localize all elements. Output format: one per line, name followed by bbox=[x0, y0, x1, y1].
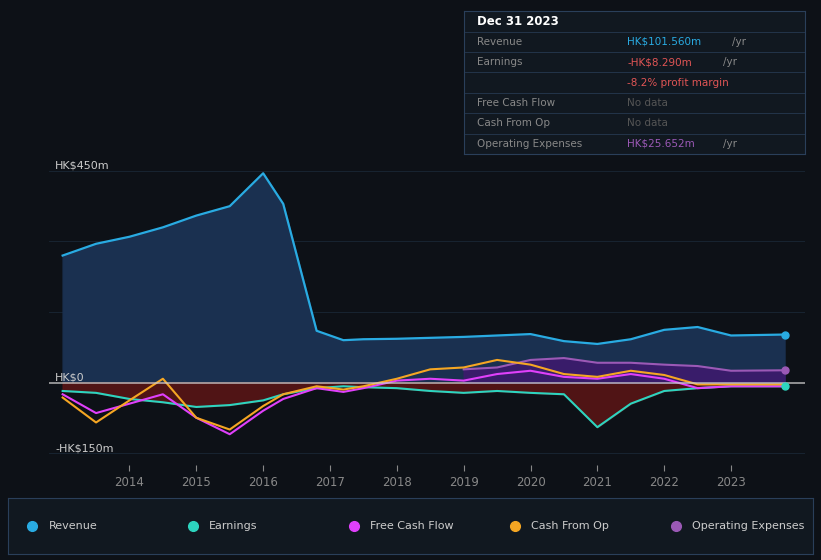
Text: Earnings: Earnings bbox=[478, 57, 523, 67]
Text: HK$25.652m: HK$25.652m bbox=[627, 139, 695, 149]
Text: Free Cash Flow: Free Cash Flow bbox=[370, 521, 454, 531]
Text: HK$450m: HK$450m bbox=[55, 161, 110, 171]
Text: Free Cash Flow: Free Cash Flow bbox=[478, 98, 556, 108]
Text: Revenue: Revenue bbox=[48, 521, 97, 531]
Text: HK$101.560m: HK$101.560m bbox=[627, 37, 701, 47]
Text: /yr: /yr bbox=[732, 37, 746, 47]
Text: Cash From Op: Cash From Op bbox=[531, 521, 609, 531]
Text: No data: No data bbox=[627, 118, 668, 128]
Text: -8.2% profit margin: -8.2% profit margin bbox=[627, 78, 729, 87]
Text: HK$0: HK$0 bbox=[55, 372, 85, 382]
Text: /yr: /yr bbox=[722, 139, 736, 149]
Text: Earnings: Earnings bbox=[209, 521, 258, 531]
Text: Revenue: Revenue bbox=[478, 37, 523, 47]
Text: Operating Expenses: Operating Expenses bbox=[692, 521, 805, 531]
Text: No data: No data bbox=[627, 98, 668, 108]
Text: -HK$150m: -HK$150m bbox=[55, 443, 114, 453]
Text: Operating Expenses: Operating Expenses bbox=[478, 139, 583, 149]
Text: -HK$8.290m: -HK$8.290m bbox=[627, 57, 692, 67]
Text: /yr: /yr bbox=[722, 57, 736, 67]
Text: Cash From Op: Cash From Op bbox=[478, 118, 551, 128]
Text: Dec 31 2023: Dec 31 2023 bbox=[478, 15, 559, 28]
